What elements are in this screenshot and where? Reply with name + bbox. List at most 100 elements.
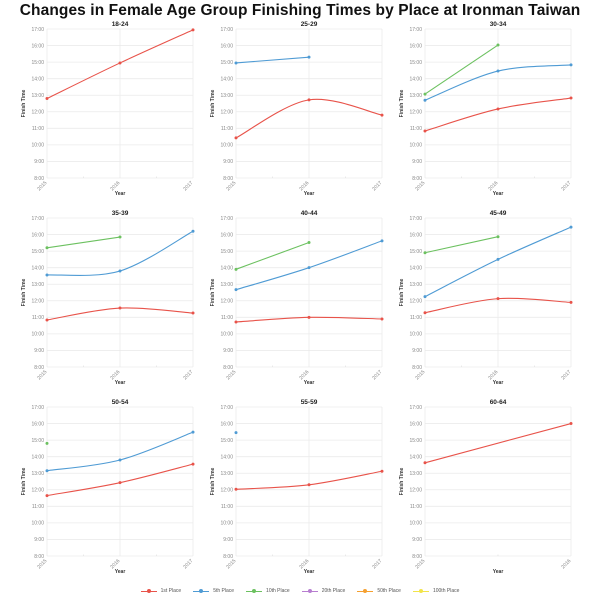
y-tick-label: 13:00 <box>220 282 233 288</box>
y-axis-label: Finish Time <box>21 278 27 306</box>
y-tick-label: 12:00 <box>220 299 233 305</box>
y-tick-label: 8:00 <box>223 176 233 182</box>
legend-swatch-icon <box>246 588 263 594</box>
series-line <box>46 236 121 249</box>
y-tick-label: 16:00 <box>220 421 233 427</box>
data-point <box>307 266 311 270</box>
data-point <box>307 55 311 59</box>
y-tick-label: 8:00 <box>223 554 233 560</box>
legend-swatch-icon <box>412 588 429 594</box>
x-axis-label: Year <box>493 569 504 575</box>
panel-title: 50-54 <box>112 399 129 406</box>
y-axis-label: Finish Time <box>21 89 27 117</box>
y-tick-label: 11:00 <box>32 315 44 321</box>
legend-label: 10th Place <box>266 588 290 594</box>
data-point <box>569 422 573 426</box>
panel-30-34: 8:00 9:00 10:00 11:00 12:00 13:00 14:00 15:00 16… <box>399 21 573 197</box>
y-tick-label: 9:00 <box>34 537 44 543</box>
y-tick-label: 14:00 <box>220 454 233 460</box>
y-tick-label: 12:00 <box>409 488 422 494</box>
y-tick-label: 16:00 <box>31 43 44 49</box>
data-point <box>423 129 427 133</box>
data-point <box>307 483 311 487</box>
legend-item[interactable]: 5th Place <box>193 584 234 598</box>
legend-item[interactable]: 10th Place <box>246 584 290 598</box>
data-point <box>496 107 500 111</box>
data-point <box>45 318 49 322</box>
x-tick-label: 2015 <box>225 558 237 570</box>
legend-item[interactable]: 100th Place <box>412 584 459 598</box>
y-tick-label: 13:00 <box>409 93 422 99</box>
y-tick-label: 13:00 <box>220 93 233 99</box>
y-tick-label: 8:00 <box>412 365 422 371</box>
data-point <box>496 297 500 301</box>
data-point <box>45 441 49 445</box>
panel-title: 35-39 <box>112 210 129 217</box>
y-tick-label: 15:00 <box>31 438 44 444</box>
y-tick-label: 11:00 <box>410 315 422 321</box>
legend-swatch-icon <box>193 588 210 594</box>
y-tick-label: 14:00 <box>31 265 44 271</box>
legend-label: 1st Place <box>160 588 182 594</box>
panel-title: 30-34 <box>490 21 507 28</box>
legend-item[interactable]: 20th Place <box>301 584 346 598</box>
y-axis-label: Finish Time <box>210 89 216 117</box>
y-tick-label: 15:00 <box>31 249 44 255</box>
data-point <box>118 458 122 462</box>
y-tick-label: 14:00 <box>409 76 422 82</box>
data-point <box>191 229 195 233</box>
y-tick-label: 12:00 <box>220 488 233 494</box>
x-axis-label: Year <box>115 380 126 386</box>
y-tick-label: 10:00 <box>409 143 422 149</box>
y-tick-label: 8:00 <box>34 554 44 560</box>
x-tick-label: 2015 <box>36 369 48 381</box>
legend-item[interactable]: 1st Place <box>140 584 182 598</box>
y-tick-label: 16:00 <box>409 43 422 49</box>
y-tick-label: 14:00 <box>409 265 422 271</box>
y-tick-label: 8:00 <box>412 176 422 182</box>
y-tick-label: 12:00 <box>409 110 422 116</box>
data-point <box>423 295 427 299</box>
series-line <box>424 236 499 254</box>
data-point <box>569 96 573 100</box>
y-axis-label: Finish Time <box>399 89 405 117</box>
legend-label: 5th Place <box>213 588 235 594</box>
y-tick-label: 16:00 <box>31 232 44 238</box>
legend-label: 50th Place <box>377 588 401 594</box>
data-point <box>45 469 49 473</box>
x-tick-label: 2017 <box>371 558 383 570</box>
x-tick-label: 2015 <box>414 369 426 381</box>
y-tick-label: 15:00 <box>409 438 422 444</box>
legend-item[interactable]: 50th Place <box>357 584 401 598</box>
x-tick-label: 2015 <box>414 180 426 192</box>
y-tick-label: 16:00 <box>409 232 422 238</box>
x-tick-label: 2017 <box>371 180 383 192</box>
y-tick-label: 8:00 <box>34 176 44 182</box>
x-axis-label: Year <box>115 569 126 575</box>
y-tick-label: 11:00 <box>32 126 44 132</box>
data-point <box>234 431 238 435</box>
panel-35-39: 8:00 9:00 10:00 11:00 12:00 13:00 14:00 15:00 16… <box>21 210 195 386</box>
y-tick-label: 8:00 <box>223 365 233 371</box>
data-point <box>118 61 122 65</box>
y-tick-label: 12:00 <box>31 488 44 494</box>
x-tick-label: 2015 <box>225 180 237 192</box>
data-point <box>118 235 122 239</box>
data-point <box>380 113 384 117</box>
y-axis-label: Finish Time <box>399 467 405 495</box>
x-tick-label: 2017 <box>182 180 194 192</box>
series-line <box>424 423 572 464</box>
data-point <box>496 257 500 261</box>
y-tick-label: 9:00 <box>223 348 233 354</box>
panel-55-59: 8:00 9:00 10:00 11:00 12:00 13:00 14:00 15:00 16… <box>210 399 384 575</box>
y-tick-label: 15:00 <box>409 249 422 255</box>
y-tick-label: 9:00 <box>34 159 44 165</box>
x-tick-label: 2015 <box>414 558 426 570</box>
data-point <box>423 461 427 465</box>
legend-label: 20th Place <box>321 588 346 594</box>
data-point <box>191 462 195 466</box>
data-point <box>307 241 311 245</box>
data-point <box>496 235 500 239</box>
y-tick-label: 17:00 <box>220 405 233 411</box>
data-point <box>307 315 311 319</box>
